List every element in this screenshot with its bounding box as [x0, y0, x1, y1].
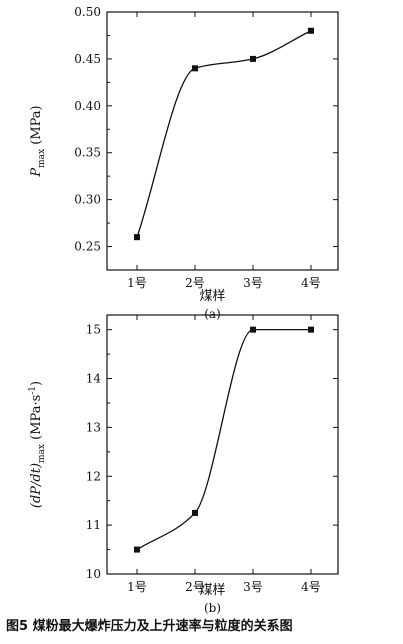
y-axis-title-unit: (MPa·s	[29, 395, 44, 444]
y-tick-label: 12	[86, 469, 101, 483]
y-tick-label: 15	[86, 323, 101, 337]
data-point	[308, 27, 314, 34]
plot-frame	[106, 314, 339, 575]
x-axis-title: 煤样	[199, 289, 225, 304]
y-axis-title: Pmax (MPa)	[29, 105, 47, 177]
data-point	[134, 546, 140, 553]
y-axis-title-main: P	[29, 168, 44, 178]
panel-label: (a)	[204, 307, 221, 321]
x-axis-title: 煤样	[199, 583, 225, 598]
y-axis-title-sub: max	[37, 149, 47, 168]
y-tick-label: 11	[86, 518, 101, 532]
fit-curve	[136, 30, 312, 238]
data-point	[192, 65, 198, 72]
data-point	[250, 326, 256, 333]
plot-frame	[106, 11, 339, 271]
y-axis-title: (dP/dt)max (MPa·s-1)	[28, 381, 47, 508]
figure-caption: 图5 煤粉最大爆炸压力及上升速率与粒度的关系图	[6, 618, 293, 634]
x-tick-label: 4号	[301, 276, 321, 290]
x-tick-label: 3号	[243, 276, 263, 290]
x-tick-label: 2号	[185, 276, 205, 290]
panel-label: (b)	[204, 601, 221, 615]
y-tick-label: 13	[86, 420, 101, 434]
y-axis-title-sub: max	[37, 444, 47, 463]
y-axis-title-unit: (MPa)	[29, 105, 44, 149]
y-tick-label: 10	[86, 567, 101, 581]
x-tick-label: 1号	[127, 276, 147, 290]
y-tick-label: 0.30	[74, 193, 101, 207]
y-tick-label: 14	[86, 372, 102, 386]
data-point	[192, 509, 198, 516]
data-point	[308, 326, 314, 333]
chart-panel-b: 10 11 12 13 14 15 1号 2号 3号 4号 煤样 (b) (dP/dt)max (MPa…	[28, 314, 339, 615]
y-axis-title-close: )	[29, 381, 44, 386]
x-tick-label: 2号	[185, 580, 205, 594]
data-point	[134, 234, 140, 241]
x-tick-label: 1号	[127, 580, 147, 594]
fit-curve	[136, 329, 311, 551]
y-tick-label: 0.40	[74, 99, 101, 113]
y-tick-label: 0.50	[74, 5, 101, 19]
y-axis-title-main: (dP/dt)	[29, 463, 44, 508]
y-tick-label: 0.25	[74, 240, 101, 254]
x-tick-label: 3号	[243, 580, 263, 594]
y-tick-label: 0.45	[74, 52, 101, 66]
x-tick-label: 4号	[301, 580, 321, 594]
y-axis-title-sup: -1	[28, 386, 38, 395]
y-tick-label: 0.35	[74, 146, 101, 160]
data-point	[250, 55, 256, 62]
